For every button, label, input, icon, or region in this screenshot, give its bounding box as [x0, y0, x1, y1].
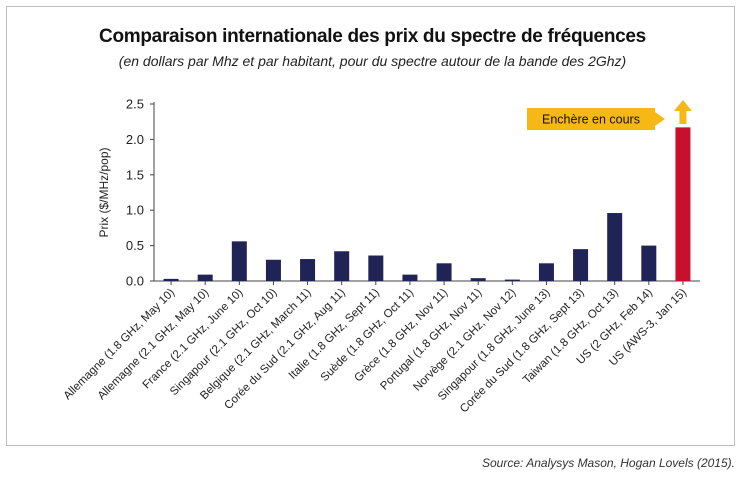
- chart-title: Comparaison internationale des prix du s…: [99, 26, 646, 47]
- bar-8: [436, 263, 452, 281]
- bar-10: [504, 279, 520, 281]
- bar-12: [573, 249, 589, 281]
- up-arrow-icon: [673, 100, 692, 111]
- chart-subtitle: (en dollars par Mhz et par habitant, pou…: [118, 53, 627, 69]
- y-tick-label: 2.0: [126, 132, 144, 147]
- bar-4: [300, 259, 316, 281]
- bar-2: [231, 241, 247, 281]
- bars: [163, 127, 691, 281]
- bar-1: [197, 274, 213, 281]
- annotation-text: Enchère en cours: [542, 113, 640, 127]
- up-arrow-shaft: [679, 110, 687, 124]
- annotation-box: [527, 108, 655, 130]
- bar-14: [641, 245, 657, 281]
- bar-13: [607, 213, 623, 281]
- y-tick-label: 1.5: [126, 167, 144, 182]
- bar-11: [538, 263, 554, 281]
- bar-6: [368, 255, 384, 281]
- y-axis-label: Prix ($/MHz/pop): [97, 147, 111, 237]
- bar-5: [334, 251, 350, 281]
- category-label-12: Corée du Sud (1.8 GHz, Sept 13): [458, 287, 587, 416]
- source-note: Source: Analysys Mason, Hogan Lovels (20…: [481, 456, 735, 470]
- axes: 0.0 0.5 1.0 1.5 2.0 2.5 Prix ($/MHz/pop): [97, 97, 700, 289]
- y-tick-label: 0.5: [126, 238, 144, 253]
- bar-15: [675, 127, 691, 281]
- bar-7: [402, 274, 418, 281]
- annotation-pointer: [655, 112, 665, 126]
- bar-0: [163, 278, 179, 281]
- category-labels: Allemagne (1.8 GHz, May 10)Allemagne (2.…: [62, 281, 689, 416]
- y-tick-label: 1.0: [126, 203, 144, 218]
- annotation: Enchère en cours: [527, 100, 692, 130]
- y-tick-label: 0.0: [126, 274, 144, 289]
- y-tick-label: 2.5: [126, 97, 144, 112]
- bar-3: [265, 259, 281, 281]
- bar-9: [470, 278, 486, 281]
